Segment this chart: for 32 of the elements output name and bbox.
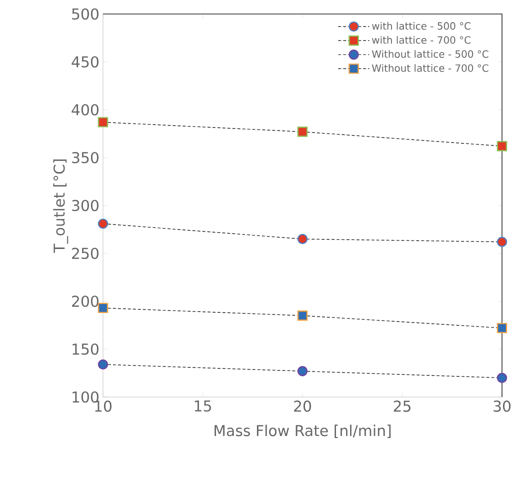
- y-tick-label: 400: [72, 104, 98, 116]
- x-tick-label: 30: [494, 400, 511, 412]
- y-tick-label: 500: [72, 8, 98, 20]
- point: [98, 359, 108, 370]
- point: [297, 234, 308, 244]
- y-tick-label: 100: [72, 391, 98, 403]
- x-tick-label: 10: [95, 400, 112, 412]
- y-tick-label: 450: [72, 56, 98, 68]
- point: [496, 236, 508, 247]
- point: [98, 302, 108, 314]
- point: [297, 126, 308, 137]
- legend-label: with lattice - 700 °C: [372, 36, 471, 44]
- x-tick-label: 15: [194, 400, 211, 412]
- legend-label: Without lattice - 700 °C: [372, 64, 488, 72]
- legend-label: with lattice - 500 °C: [372, 22, 471, 30]
- point: [98, 218, 108, 229]
- point: [297, 310, 308, 321]
- y-tick-label: 350: [72, 152, 98, 164]
- x-axis-title: Mass Flow Rate [nl/min]: [214, 424, 391, 438]
- point: [496, 141, 508, 152]
- point: [496, 372, 508, 383]
- point: [98, 117, 108, 128]
- y-tick-label: 150: [72, 343, 98, 355]
- y-tick-label: 250: [72, 248, 98, 260]
- point: [297, 366, 308, 376]
- point: [496, 322, 508, 334]
- y-tick-label: 300: [72, 200, 98, 212]
- y-tick-label: 200: [72, 296, 98, 307]
- legend-label: Without lattice - 500 °C: [372, 50, 488, 58]
- x-tick-label: 25: [394, 400, 410, 412]
- y-axis-title: T_outlet [°C]: [53, 159, 68, 253]
- x-tick-label: 20: [294, 400, 312, 412]
